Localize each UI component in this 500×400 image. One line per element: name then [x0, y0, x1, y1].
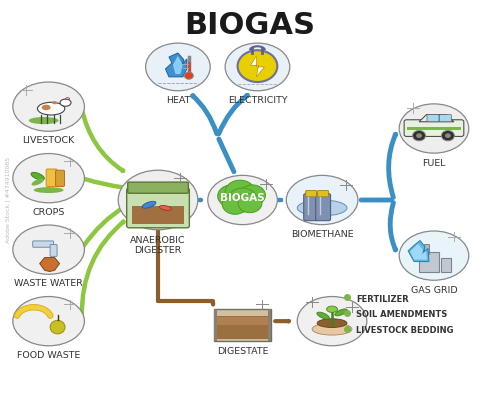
- Text: BIOGAS: BIOGAS: [184, 11, 316, 40]
- Ellipse shape: [326, 306, 338, 312]
- Circle shape: [412, 130, 426, 141]
- Text: BIOGAS: BIOGAS: [220, 194, 265, 204]
- FancyBboxPatch shape: [306, 190, 316, 197]
- Ellipse shape: [335, 309, 347, 316]
- Text: Adobe Stock | #474910065: Adobe Stock | #474910065: [6, 157, 11, 243]
- Ellipse shape: [118, 170, 198, 230]
- Circle shape: [442, 130, 454, 141]
- Circle shape: [228, 188, 258, 212]
- Ellipse shape: [32, 179, 44, 186]
- Text: LIVESTOCK BEDDING: LIVESTOCK BEDDING: [356, 326, 454, 335]
- FancyBboxPatch shape: [216, 316, 269, 340]
- Ellipse shape: [225, 43, 290, 91]
- Polygon shape: [419, 114, 454, 122]
- Ellipse shape: [13, 296, 85, 346]
- Ellipse shape: [317, 319, 347, 328]
- FancyBboxPatch shape: [440, 114, 452, 122]
- Polygon shape: [410, 244, 427, 260]
- Text: WASTE WATER: WASTE WATER: [14, 280, 83, 288]
- Ellipse shape: [297, 200, 347, 216]
- Ellipse shape: [34, 187, 64, 193]
- FancyBboxPatch shape: [442, 258, 452, 272]
- Ellipse shape: [208, 175, 278, 225]
- Ellipse shape: [13, 154, 85, 203]
- FancyBboxPatch shape: [56, 170, 64, 186]
- Circle shape: [218, 185, 246, 207]
- Ellipse shape: [160, 206, 172, 210]
- Ellipse shape: [60, 99, 71, 106]
- Ellipse shape: [146, 43, 210, 91]
- FancyBboxPatch shape: [427, 114, 439, 122]
- FancyBboxPatch shape: [304, 194, 318, 221]
- Text: CROPS: CROPS: [32, 208, 65, 217]
- Circle shape: [238, 50, 278, 82]
- FancyBboxPatch shape: [126, 188, 190, 228]
- FancyBboxPatch shape: [216, 317, 269, 325]
- Ellipse shape: [142, 201, 156, 208]
- Polygon shape: [173, 56, 183, 74]
- FancyBboxPatch shape: [50, 244, 57, 256]
- Circle shape: [445, 133, 451, 138]
- Text: ANAEROBIC
DIGESTER: ANAEROBIC DIGESTER: [130, 236, 186, 255]
- FancyBboxPatch shape: [214, 309, 216, 341]
- FancyBboxPatch shape: [404, 120, 464, 136]
- Ellipse shape: [399, 231, 469, 280]
- Ellipse shape: [13, 82, 85, 131]
- Circle shape: [222, 194, 248, 214]
- Text: HEAT: HEAT: [166, 96, 190, 105]
- Ellipse shape: [31, 172, 44, 180]
- Circle shape: [225, 180, 255, 204]
- Circle shape: [238, 194, 262, 213]
- FancyBboxPatch shape: [128, 182, 188, 193]
- Ellipse shape: [66, 98, 70, 100]
- Text: DIGESTATE: DIGESTATE: [217, 346, 268, 356]
- FancyBboxPatch shape: [132, 206, 184, 224]
- FancyBboxPatch shape: [419, 252, 439, 272]
- Ellipse shape: [317, 312, 330, 319]
- Ellipse shape: [28, 117, 58, 124]
- Text: SOIL AMENDMENTS: SOIL AMENDMENTS: [356, 310, 447, 320]
- Ellipse shape: [399, 104, 469, 153]
- Circle shape: [184, 72, 194, 79]
- Circle shape: [240, 185, 266, 206]
- Text: LIVESTOCK: LIVESTOCK: [22, 136, 75, 146]
- FancyBboxPatch shape: [214, 309, 272, 341]
- Ellipse shape: [312, 323, 352, 335]
- Polygon shape: [166, 53, 187, 77]
- Text: FERTILIZER: FERTILIZER: [356, 294, 408, 304]
- Text: BIOMETHANE: BIOMETHANE: [291, 230, 354, 239]
- FancyBboxPatch shape: [318, 190, 328, 197]
- Text: FUEL: FUEL: [422, 159, 446, 168]
- Polygon shape: [408, 240, 429, 262]
- Ellipse shape: [13, 225, 85, 274]
- Ellipse shape: [297, 296, 367, 346]
- Text: ELECTRICITY: ELECTRICITY: [228, 96, 288, 105]
- Polygon shape: [40, 258, 60, 272]
- FancyBboxPatch shape: [32, 241, 54, 247]
- FancyBboxPatch shape: [316, 194, 330, 221]
- FancyBboxPatch shape: [46, 169, 57, 186]
- Ellipse shape: [42, 105, 50, 110]
- Ellipse shape: [52, 101, 57, 104]
- Circle shape: [416, 133, 422, 138]
- FancyBboxPatch shape: [268, 309, 272, 341]
- Ellipse shape: [286, 175, 358, 225]
- FancyBboxPatch shape: [406, 127, 462, 130]
- Ellipse shape: [50, 320, 65, 334]
- FancyBboxPatch shape: [424, 244, 429, 254]
- Text: FOOD WASTE: FOOD WASTE: [17, 351, 80, 360]
- Ellipse shape: [38, 102, 65, 115]
- Polygon shape: [250, 56, 264, 77]
- Text: GAS GRID: GAS GRID: [410, 286, 458, 295]
